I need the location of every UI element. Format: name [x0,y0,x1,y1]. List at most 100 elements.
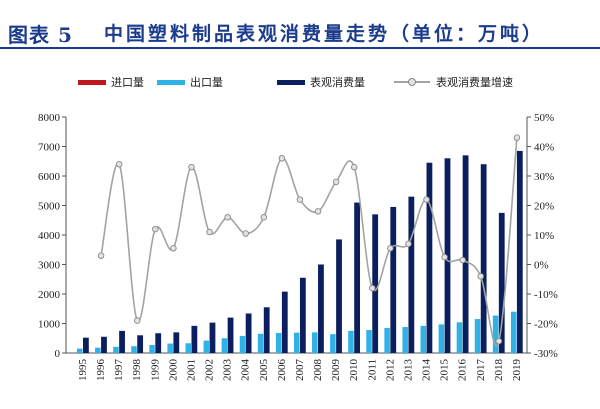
growth-point-2017 [477,273,485,280]
bar-consumption-2011 [372,214,379,353]
bar-consumption-1995 [83,337,89,353]
bar-consumption-2019 [516,150,523,353]
legend-label-growth: 表观消费量增速 [436,76,513,89]
legend-item-consumption: 表观消费量 [277,75,365,89]
legend-item-import: 进口量 [78,75,144,89]
bar-consumption-2010 [354,202,360,353]
x-tick-label-2013: 2013 [402,359,414,382]
bar-consumption-2016 [462,155,469,353]
growth-point-2008 [314,208,322,215]
y2-tick-label-30: 30% [534,171,554,183]
legend-label-export: 出口量 [190,76,223,89]
y-tick-label-7000: 7000 [38,142,61,154]
x-tick-label-2010: 2010 [348,359,360,382]
growth-point-2003 [224,214,231,221]
title-underline [0,47,600,49]
y-tick-label-3000: 3000 [38,260,61,272]
figure-label: 图表 5 [8,23,73,47]
growth-point-2002 [206,228,213,236]
y-tick-label-8000: 8000 [38,112,61,124]
legend-swatch-import [78,79,106,85]
y-tick-label-6000: 6000 [38,171,61,183]
y-tick-label-0: 0 [55,348,61,360]
growth-point-2004 [242,230,249,237]
bar-export-2002 [203,340,210,353]
bar-consumption-1999 [155,333,162,353]
bar-export-2010 [348,330,354,353]
x-tick-label-2003: 2003 [222,359,234,382]
legend-swatch-growth [394,77,430,87]
x-tick-label-2011: 2011 [366,359,378,381]
bar-consumption-2009 [336,239,342,353]
bar-export-1996 [95,347,101,353]
y2-tick-label--30: -30% [534,348,558,360]
x-tick-label-1997: 1997 [113,359,125,382]
chart-title: 中国塑料制品表观消费量走势（单位：万吨） [104,23,545,45]
growth-line [100,137,518,347]
bar-export-2007 [293,332,300,353]
bar-consumption-1996 [101,336,107,353]
growth-point-1997 [115,160,123,168]
x-tick-label-2005: 2005 [258,359,270,382]
growth-point-2018 [495,337,503,345]
growth-point-2013 [405,240,412,248]
bar-export-2015 [438,324,445,353]
x-tick-label-1998: 1998 [131,359,143,382]
x-tick-label-2000: 2000 [167,359,179,382]
bar-export-2004 [239,335,246,353]
bar-export-2019 [510,311,517,353]
bar-export-2006 [275,332,282,353]
bar-export-1999 [149,345,155,353]
growth-point-2000 [170,245,177,252]
legend-swatch-export [157,79,185,85]
growth-point-1999 [152,225,159,233]
growth-point-2005 [260,214,268,221]
bar-consumption-2018 [498,212,505,353]
bar-consumption-2013 [408,196,415,353]
bar-consumption-1997 [119,330,125,353]
growth-point-2016 [459,256,466,264]
bar-export-2000 [167,343,173,353]
growth-point-2014 [423,196,430,203]
x-tick-label-2012: 2012 [384,359,396,381]
x-tick-label-2014: 2014 [421,359,433,382]
bar-export-2011 [366,329,372,353]
y2-tick-label-10: 10% [534,230,554,242]
growth-point-1998 [133,317,141,324]
bar-export-2017 [474,319,481,353]
legend-swatch-consumption [277,79,305,85]
x-tick-label-2019: 2019 [511,359,523,382]
legend-item-export: 出口量 [157,75,223,89]
y2-tick-label--20: -20% [534,319,558,331]
x-tick-label-2018: 2018 [493,358,505,381]
y2-tick-label--10: -10% [534,289,558,301]
growth-point-2010 [350,163,358,171]
x-tick-label-1995: 1995 [77,359,89,382]
x-tick-label-2015: 2015 [439,359,451,382]
bar-export-2016 [456,322,463,353]
bar-export-2008 [312,332,318,353]
bar-consumption-2017 [480,164,487,353]
bar-export-2001 [185,343,191,353]
bar-consumption-1998 [137,335,144,353]
x-tick-label-2006: 2006 [276,359,288,382]
growth-point-1996 [97,252,105,259]
x-tick-label-2004: 2004 [240,359,252,382]
bar-export-2013 [402,327,408,353]
bar-consumption-2015 [444,158,451,353]
growth-point-2006 [278,155,286,162]
bar-export-1997 [113,346,119,353]
y-tick-label-1000: 1000 [38,319,61,331]
bar-consumption-2001 [191,325,198,353]
x-tick-label-2017: 2017 [475,359,487,382]
y2-tick-label-50: 50% [534,112,554,124]
bar-consumption-2000 [173,332,180,353]
bar-export-2005 [257,333,264,353]
y-tick-label-4000: 4000 [38,230,61,242]
y-tick-label-5000: 5000 [38,201,61,213]
x-tick-label-2001: 2001 [185,359,197,381]
bar-export-2009 [330,334,336,353]
x-tick-label-2008: 2008 [312,359,324,382]
growth-point-2007 [296,196,304,203]
